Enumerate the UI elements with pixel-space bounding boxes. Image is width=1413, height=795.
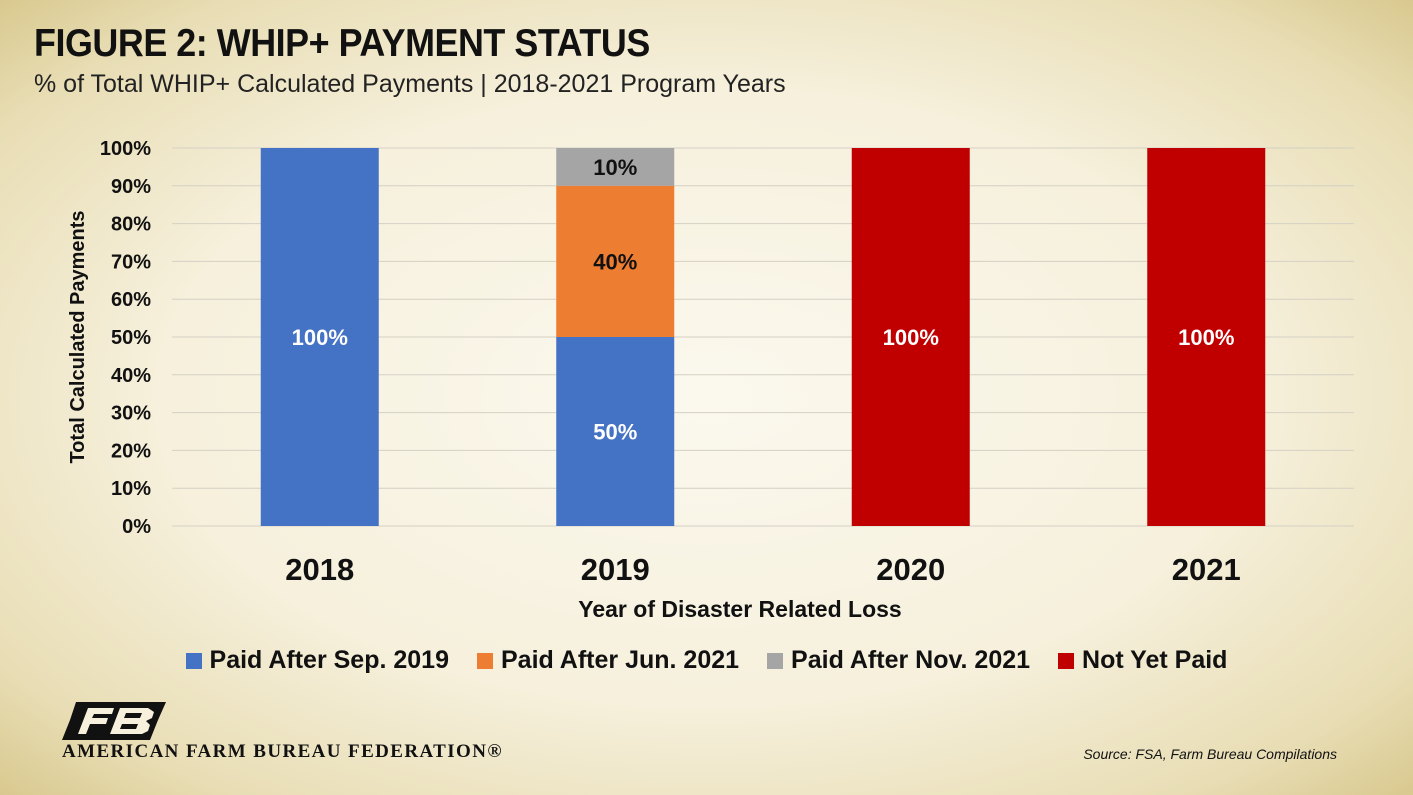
- x-axis-title: Year of Disaster Related Loss: [578, 596, 901, 622]
- y-tick-label: 20%: [111, 440, 151, 462]
- chart-subtitle: % of Total WHIP+ Calculated Payments | 2…: [34, 70, 786, 98]
- legend-swatch: [476, 652, 493, 669]
- y-tick-label: 90%: [111, 176, 151, 198]
- y-tick-label: 70%: [111, 251, 151, 273]
- data-label: 40%: [593, 249, 637, 274]
- data-label: 100%: [292, 325, 348, 350]
- organization-name: AMERICAN FARM BUREAU FEDERATION®: [62, 741, 503, 762]
- y-tick-label: 100%: [100, 138, 151, 160]
- bar-segment: [556, 337, 675, 526]
- y-tick-label: 50%: [111, 327, 151, 349]
- data-label: 100%: [1178, 325, 1234, 350]
- legend-label: Paid After Nov. 2021: [791, 646, 1031, 674]
- y-axis-title: Total Calculated Payments: [67, 210, 89, 463]
- legend-swatch: [767, 652, 784, 669]
- bar-segment: [851, 148, 970, 526]
- x-tick-label: 2021: [1172, 552, 1241, 587]
- x-tick-label: 2018: [285, 552, 354, 587]
- source-note: Source: FSA, Farm Bureau Compilations: [1083, 746, 1337, 762]
- y-tick-label: 80%: [111, 214, 151, 236]
- bar-segment: [1147, 148, 1266, 526]
- legend-label: Not Yet Paid: [1082, 646, 1228, 674]
- data-label: 10%: [593, 155, 637, 180]
- legend-swatch: [1058, 652, 1075, 669]
- y-tick-label: 0%: [122, 516, 151, 538]
- y-tick-label: 10%: [111, 478, 151, 500]
- data-label: 100%: [883, 325, 939, 350]
- y-tick-label: 30%: [111, 403, 151, 425]
- data-label: 50%: [593, 420, 637, 445]
- x-tick-label: 2019: [581, 552, 650, 587]
- legend-item: Not Yet Paid: [1058, 646, 1227, 675]
- y-tick-label: 60%: [111, 289, 151, 311]
- bar-segment: [556, 185, 675, 337]
- legend-swatch: [185, 652, 202, 669]
- legend-item: Paid After Nov. 2021: [767, 646, 1030, 675]
- bar-segment: [260, 148, 379, 526]
- chart-legend: Paid After Sep. 2019 Paid After Jun. 2021…: [0, 646, 1413, 675]
- y-tick-label: 40%: [111, 365, 151, 387]
- bar-chart: 0% 10% 20% 30% 40% 50% 60% 70% 80% 90% 100% 100% 201…: [67, 138, 1354, 622]
- legend-label: Paid After Jun. 2021: [500, 646, 740, 674]
- chart-title: FIGURE 2: WHIP+ PAYMENT STATUS: [34, 22, 650, 65]
- legend-label: Paid After Sep. 2019: [209, 646, 449, 674]
- legend-item: Paid After Sep. 2019: [185, 646, 449, 675]
- legend-item: Paid After Jun. 2021: [476, 646, 740, 675]
- farm-bureau-logo-icon: [62, 702, 166, 740]
- x-tick-label: 2020: [876, 552, 945, 587]
- bar-segment: [556, 148, 675, 186]
